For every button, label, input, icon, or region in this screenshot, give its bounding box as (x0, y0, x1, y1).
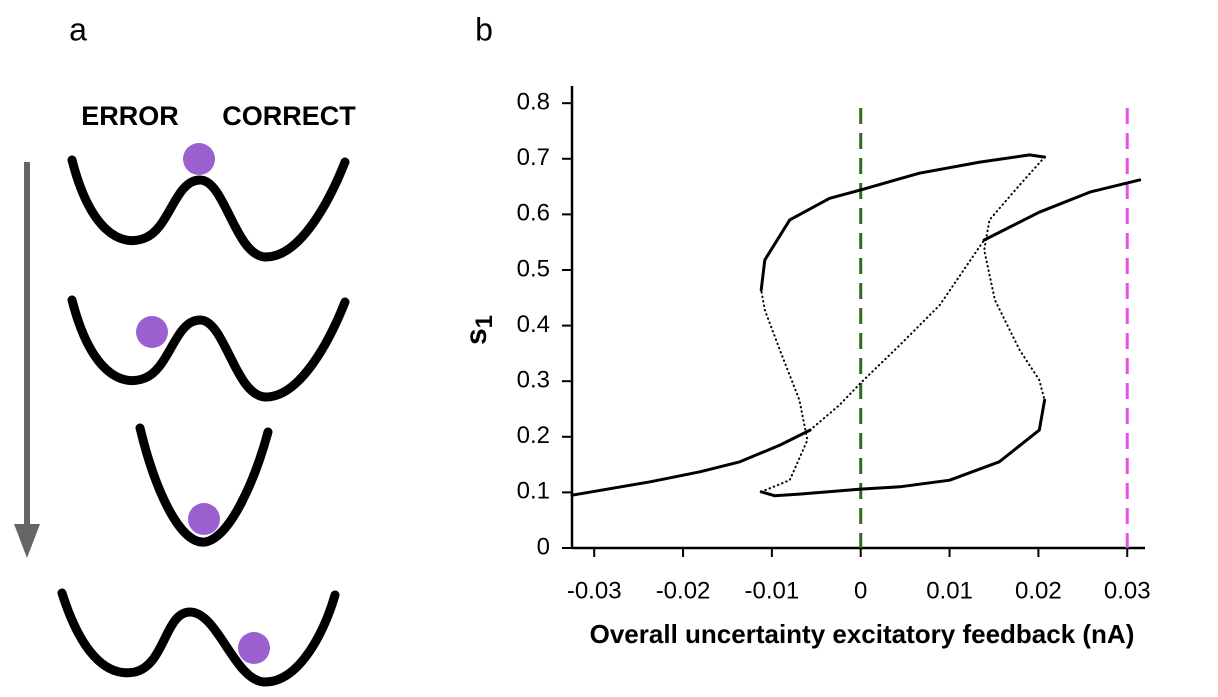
y-tick-label: 0.6 (517, 200, 550, 227)
x-tick-label: -0.02 (656, 577, 711, 604)
panel-label: a (69, 11, 87, 47)
y-tick-label: 0.2 (517, 422, 550, 449)
stable-branch (759, 398, 1047, 498)
panel-label: b (475, 11, 493, 47)
y-tick-label: 0.4 (517, 311, 550, 338)
error-label: ERROR (81, 101, 179, 131)
x-tick-label: -0.03 (567, 577, 622, 604)
stable-branch (570, 428, 812, 497)
x-tick-label: -0.01 (745, 577, 800, 604)
correct-label: CORRECT (222, 101, 356, 131)
y-axis-label: s1 (460, 315, 498, 345)
stable-branch (759, 153, 1047, 292)
y-tick-label: 0.1 (517, 478, 550, 505)
unstable-branch (809, 239, 986, 432)
well (67, 295, 350, 402)
x-tick-label: 0 (854, 577, 867, 604)
y-tick-label: 0.8 (517, 89, 550, 116)
y-tick-label: 0.5 (517, 255, 550, 282)
y-tick-label: 0 (537, 533, 550, 560)
y-tick-label: 0.7 (517, 144, 550, 171)
well (57, 588, 340, 687)
unstable-branch (983, 156, 1046, 402)
stable-branch (982, 178, 1142, 242)
y-tick-label: 0.3 (517, 367, 550, 394)
ball (183, 143, 215, 175)
unstable-branch (760, 289, 809, 493)
ball (188, 503, 220, 535)
x-tick-label: 0.01 (926, 577, 973, 604)
x-tick-label: 0.03 (1104, 577, 1151, 604)
x-tick-label: 0.02 (1015, 577, 1062, 604)
well (135, 423, 273, 547)
arrow-head (14, 524, 40, 558)
y-axis-label-sub: 1 (471, 315, 498, 328)
well (67, 155, 350, 262)
ball (136, 316, 168, 348)
ball (238, 632, 270, 664)
y-axis-label-main: s (460, 328, 493, 345)
x-axis-label: Overall uncertainty excitatory feedback … (590, 619, 1135, 649)
